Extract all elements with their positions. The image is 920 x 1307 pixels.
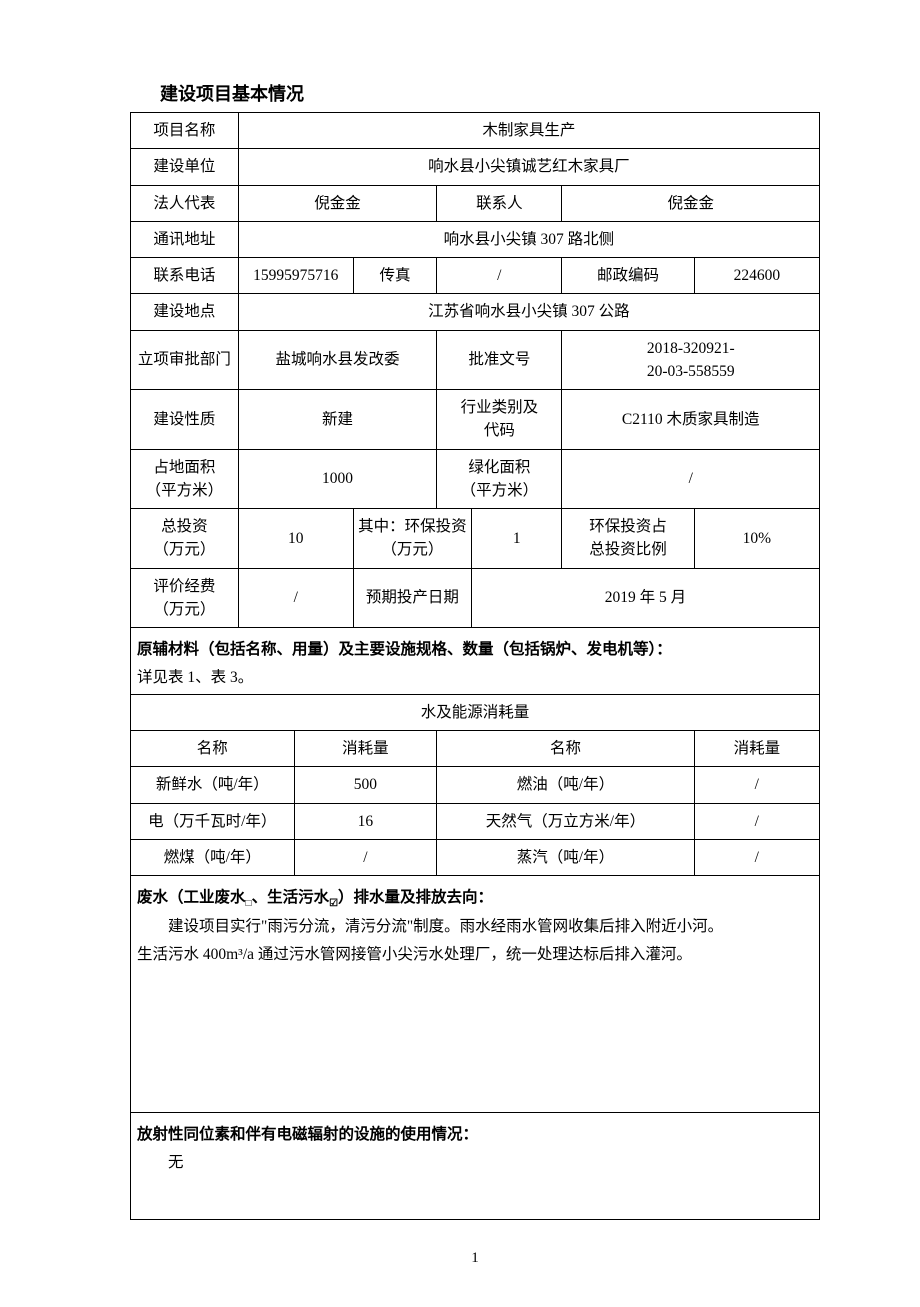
- label-project-name: 项目名称: [131, 113, 239, 149]
- wastewater-body-1: 建设项目实行"雨污分流，清污分流"制度。雨水经雨水管网收集后排入附近小河。: [137, 913, 813, 941]
- label-approval-no: 批准文号: [437, 330, 562, 390]
- consumption-header-name-2: 名称: [437, 731, 694, 767]
- label-builder: 建设单位: [131, 149, 239, 185]
- wastewater-heading: 废水（工业废水□、生活污水☑）排水量及排放去向：: [137, 889, 493, 906]
- page-number: 1: [130, 1250, 820, 1267]
- consumption-header-amount-2: 消耗量: [694, 731, 819, 767]
- radiation-body: 无: [137, 1149, 813, 1177]
- label-fax: 传真: [353, 258, 437, 294]
- consumption-header-name-1: 名称: [131, 731, 295, 767]
- materials-heading: 原辅材料（包括名称、用量）及主要设施规格、数量（包括锅炉、发电机等）：: [137, 641, 672, 658]
- value-industry: C2110 木质家具制造: [562, 390, 820, 450]
- value-approval-no: 2018-320921- 20-03-558559: [562, 330, 820, 390]
- main-table: 项目名称 木制家具生产 建设单位 响水县小尖镇诚艺红木家具厂 法人代表 倪金金 …: [130, 112, 820, 1220]
- label-nature: 建设性质: [131, 390, 239, 450]
- label-land: 占地面积 （平方米）: [131, 449, 239, 509]
- value-legal-rep: 倪金金: [238, 185, 436, 221]
- value-approval-dept: 盐城响水县发改委: [238, 330, 436, 390]
- consumption-header-amount-1: 消耗量: [294, 731, 437, 767]
- label-postcode: 邮政编码: [562, 258, 694, 294]
- consumption-title: 水及能源消耗量: [131, 694, 820, 730]
- label-eval-fee: 评价经费 （万元）: [131, 568, 239, 628]
- value-project-name: 木制家具生产: [238, 113, 819, 149]
- label-phone: 联系电话: [131, 258, 239, 294]
- label-env-ratio: 环保投资占 总投资比例: [562, 509, 694, 569]
- wastewater-body-2: 生活污水 400m³/a 通过污水管网接管小尖污水处理厂，统一处理达标后排入灌河…: [137, 941, 813, 969]
- label-invest: 总投资 （万元）: [131, 509, 239, 569]
- consumption-row: 新鲜水（吨/年） 500 燃油（吨/年） /: [131, 767, 820, 803]
- value-green: /: [562, 449, 820, 509]
- radiation-heading: 放射性同位素和伴有电磁辐射的设施的使用情况：: [137, 1126, 478, 1143]
- consumption-row: 电（万千瓦时/年） 16 天然气（万立方米/年） /: [131, 803, 820, 839]
- label-contact: 联系人: [437, 185, 562, 221]
- consumption-row: 燃煤（吨/年） / 蒸汽（吨/年） /: [131, 839, 820, 875]
- value-contact: 倪金金: [562, 185, 820, 221]
- value-site: 江苏省响水县小尖镇 307 公路: [238, 294, 819, 330]
- value-phone: 15995975716: [238, 258, 353, 294]
- label-green: 绿化面积 （平方米）: [437, 449, 562, 509]
- value-env-ratio: 10%: [694, 509, 819, 569]
- label-legal-rep: 法人代表: [131, 185, 239, 221]
- value-address: 响水县小尖镇 307 路北侧: [238, 221, 819, 257]
- label-address: 通讯地址: [131, 221, 239, 257]
- value-builder: 响水县小尖镇诚艺红木家具厂: [238, 149, 819, 185]
- document-title: 建设项目基本情况: [160, 80, 820, 106]
- value-land: 1000: [238, 449, 436, 509]
- label-expected-date: 预期投产日期: [353, 568, 471, 628]
- value-eval-fee: /: [238, 568, 353, 628]
- value-postcode: 224600: [694, 258, 819, 294]
- wastewater-section: 废水（工业废水□、生活污水☑）排水量及排放去向： 建设项目实行"雨污分流，清污分…: [131, 876, 820, 1113]
- radiation-section: 放射性同位素和伴有电磁辐射的设施的使用情况： 无: [131, 1113, 820, 1220]
- label-approval-dept: 立项审批部门: [131, 330, 239, 390]
- label-env-invest: 其中：环保投资 （万元）: [353, 509, 471, 569]
- value-invest: 10: [238, 509, 353, 569]
- value-expected-date: 2019 年 5 月: [472, 568, 820, 628]
- label-industry: 行业类别及 代码: [437, 390, 562, 450]
- materials-section: 原辅材料（包括名称、用量）及主要设施规格、数量（包括锅炉、发电机等）： 详见表 …: [131, 628, 820, 695]
- label-site: 建设地点: [131, 294, 239, 330]
- value-nature: 新建: [238, 390, 436, 450]
- value-env-invest: 1: [472, 509, 562, 569]
- value-fax: /: [437, 258, 562, 294]
- materials-body: 详见表 1、表 3。: [137, 669, 253, 686]
